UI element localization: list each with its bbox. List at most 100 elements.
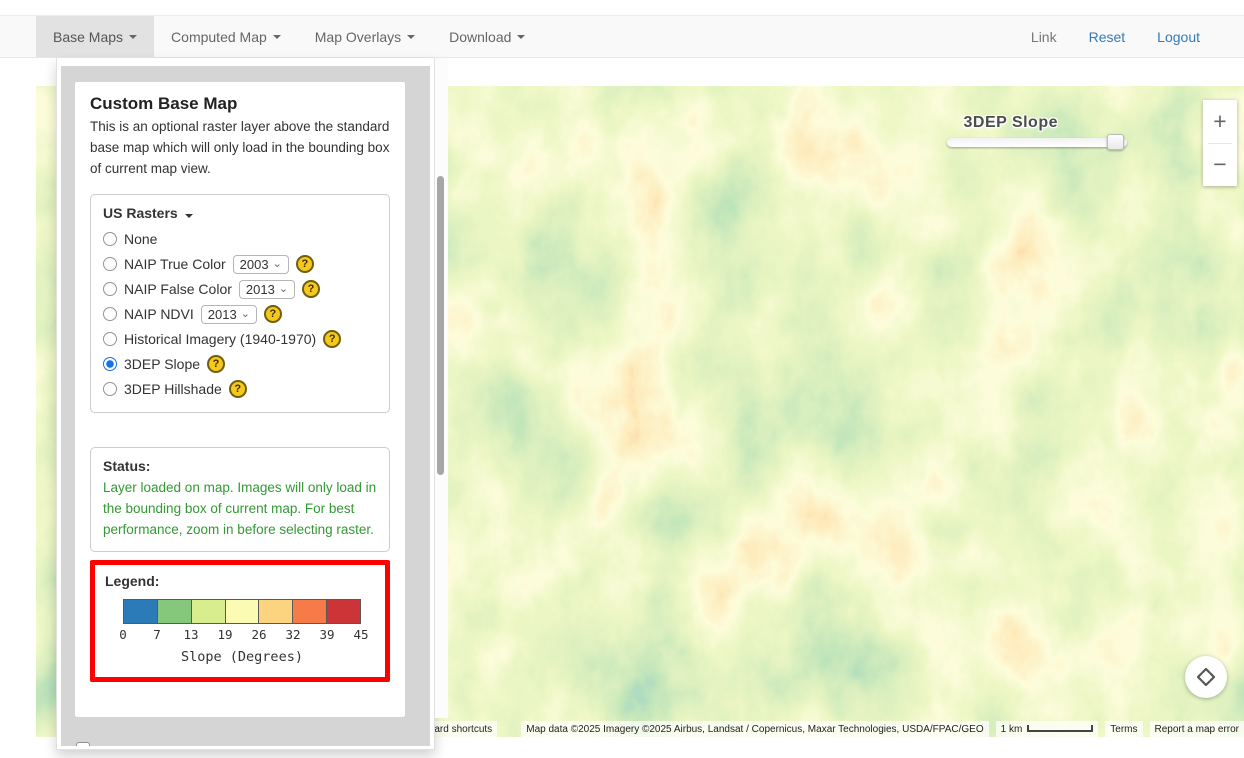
divider bbox=[1208, 142, 1232, 144]
menu-base-maps[interactable]: Base Maps bbox=[36, 16, 155, 57]
radio-option-3dep-hillshade[interactable]: 3DEP Hillshade ? bbox=[103, 377, 377, 402]
radio-naip-false-color[interactable] bbox=[103, 282, 117, 297]
custom-base-map-card: Custom Base Map This is an optional rast… bbox=[75, 82, 405, 717]
radio-label: NAIP True Color bbox=[124, 256, 226, 273]
link-button[interactable]: Link bbox=[1030, 28, 1057, 45]
radio-option-naip-false-color[interactable]: NAIP False Color 2013 ⌄ ? bbox=[103, 277, 377, 302]
radio-option-naip-ndvi[interactable]: NAIP NDVI 2013 ⌄ ? bbox=[103, 302, 377, 327]
radio-label: 3DEP Slope bbox=[124, 356, 201, 373]
menu-label: Download bbox=[449, 28, 512, 45]
radio-option-historical-imagery[interactable]: Historical Imagery (1940-1970) ? bbox=[103, 327, 377, 352]
status-message: Layer loaded on map. Images will only lo… bbox=[103, 479, 377, 537]
radio-naip-ndvi[interactable] bbox=[103, 307, 117, 322]
ramp-cell bbox=[157, 599, 192, 623]
menu-download[interactable]: Download bbox=[432, 16, 542, 57]
year-select-naip-true-color[interactable]: 2003 ⌄ bbox=[232, 254, 289, 274]
scale-bar bbox=[1027, 725, 1094, 732]
us-rasters-box: US Rasters None NAIP True Color 2003 ⌄ bbox=[90, 193, 390, 413]
layer-opacity-slider[interactable] bbox=[947, 134, 1127, 150]
radio-option-naip-true-color[interactable]: NAIP True Color 2003 ⌄ ? bbox=[103, 252, 377, 277]
panel-description: This is an optional raster layer above t… bbox=[90, 119, 390, 176]
tick-label: 26 bbox=[251, 626, 267, 642]
map-zoom-control: + − bbox=[1203, 100, 1237, 186]
map-layer-label: 3DEP Slope bbox=[963, 114, 1058, 131]
menu-computed-map[interactable]: Computed Map bbox=[154, 16, 298, 57]
scrollbar-thumb[interactable] bbox=[437, 176, 444, 475]
radio-label: Historical Imagery (1940-1970) bbox=[124, 331, 317, 348]
year-value: 2013 bbox=[245, 281, 275, 297]
radio-3dep-hillshade[interactable] bbox=[103, 382, 117, 397]
tick-label: 39 bbox=[319, 626, 335, 642]
radio-3dep-slope[interactable] bbox=[103, 357, 117, 372]
chevron-down-icon bbox=[517, 34, 526, 39]
help-icon[interactable]: ? bbox=[323, 330, 342, 349]
menu-map-overlays[interactable]: Map Overlays bbox=[298, 16, 432, 57]
zoom-in-button[interactable]: + bbox=[1213, 107, 1227, 134]
terms-link[interactable]: Terms bbox=[1105, 721, 1143, 737]
tick-label: 7 bbox=[153, 626, 161, 642]
radio-label: NAIP False Color bbox=[124, 281, 232, 298]
chevron-down-icon bbox=[407, 34, 416, 39]
status-label: Status: bbox=[103, 457, 151, 474]
menu-label: Computed Map bbox=[171, 28, 267, 45]
chevron-down-icon bbox=[272, 34, 281, 39]
group-header-label: US Rasters bbox=[103, 204, 178, 221]
radio-naip-true-color[interactable] bbox=[103, 257, 117, 272]
custom-base-map-widget: Custom Base Map This is an optional rast… bbox=[61, 66, 430, 746]
scale-label: 1 km bbox=[1000, 723, 1023, 735]
tick-label: 19 bbox=[217, 626, 233, 642]
panel-title: Custom Base Map bbox=[90, 94, 238, 113]
year-select-naip-false-color[interactable]: 2013 ⌄ bbox=[238, 279, 296, 299]
legend-ticks: 0 7 13 19 26 32 39 45 bbox=[119, 626, 368, 643]
radio-label: NAIP NDVI bbox=[124, 306, 194, 323]
map-scale-control[interactable]: 1 km bbox=[995, 721, 1099, 737]
chevron-down-icon bbox=[129, 34, 138, 39]
radio-none[interactable] bbox=[103, 232, 117, 247]
radio-option-none[interactable]: None bbox=[103, 227, 377, 252]
legend-box-highlighted: Legend: 0 7 bbox=[90, 559, 390, 682]
tick-label: 0 bbox=[119, 626, 127, 642]
radio-label: 3DEP Hillshade bbox=[124, 381, 222, 398]
help-icon[interactable]: ? bbox=[302, 280, 321, 299]
help-icon[interactable]: ? bbox=[263, 305, 282, 324]
map-data-credit: Map data ©2025 Imagery ©2025 Airbus, Lan… bbox=[521, 721, 989, 737]
chevron-down-icon: ⌄ bbox=[240, 307, 250, 320]
tick-label: 32 bbox=[285, 626, 301, 642]
legend-caption: Slope (Degrees) bbox=[181, 648, 303, 665]
help-icon[interactable]: ? bbox=[207, 355, 226, 374]
ramp-cell bbox=[191, 599, 226, 623]
legend-label: Legend: bbox=[105, 572, 160, 589]
logout-button[interactable]: Logout bbox=[1157, 28, 1200, 45]
pan-control-button[interactable] bbox=[1185, 656, 1227, 698]
radio-option-3dep-slope[interactable]: 3DEP Slope ? bbox=[103, 352, 377, 377]
report-map-error-link[interactable]: Report a map error bbox=[1149, 721, 1244, 737]
menu-label: Base Maps bbox=[53, 28, 124, 45]
zoom-out-button[interactable]: − bbox=[1213, 151, 1227, 178]
reset-button[interactable]: Reset bbox=[1088, 28, 1126, 45]
year-select-naip-ndvi[interactable]: 2013 ⌄ bbox=[200, 304, 257, 324]
status-box: Status: Layer loaded on map. Images will… bbox=[90, 446, 390, 552]
ramp-cell bbox=[293, 599, 328, 623]
slider-handle[interactable] bbox=[1107, 134, 1124, 150]
ramp-cell bbox=[259, 599, 294, 623]
radio-label: None bbox=[124, 231, 158, 248]
partial-checkbox[interactable] bbox=[76, 742, 90, 746]
ramp-cell bbox=[327, 599, 361, 623]
chevron-down-icon bbox=[184, 213, 193, 218]
menu-label: Map Overlays bbox=[314, 28, 402, 45]
tick-label: 45 bbox=[353, 626, 369, 642]
chevron-down-icon: ⌄ bbox=[272, 257, 282, 270]
top-navbar: Base Maps Computed Map Map Overlays Down… bbox=[0, 15, 1244, 58]
base-maps-dropdown: Custom Base Map This is an optional rast… bbox=[56, 58, 435, 750]
ramp-cell bbox=[124, 599, 158, 623]
navbar-menus: Base Maps Computed Map Map Overlays Down… bbox=[36, 16, 542, 57]
year-value: 2003 bbox=[239, 256, 269, 272]
tick-label: 13 bbox=[183, 626, 199, 642]
us-rasters-header[interactable]: US Rasters bbox=[103, 205, 377, 221]
ramp-cell bbox=[225, 599, 260, 623]
help-icon[interactable]: ? bbox=[295, 255, 314, 274]
legend-color-ramp: 0 7 13 19 26 32 39 45 Slope (Degrees) bbox=[119, 598, 369, 665]
radio-historical-imagery[interactable] bbox=[103, 332, 117, 347]
help-icon[interactable]: ? bbox=[228, 380, 247, 399]
